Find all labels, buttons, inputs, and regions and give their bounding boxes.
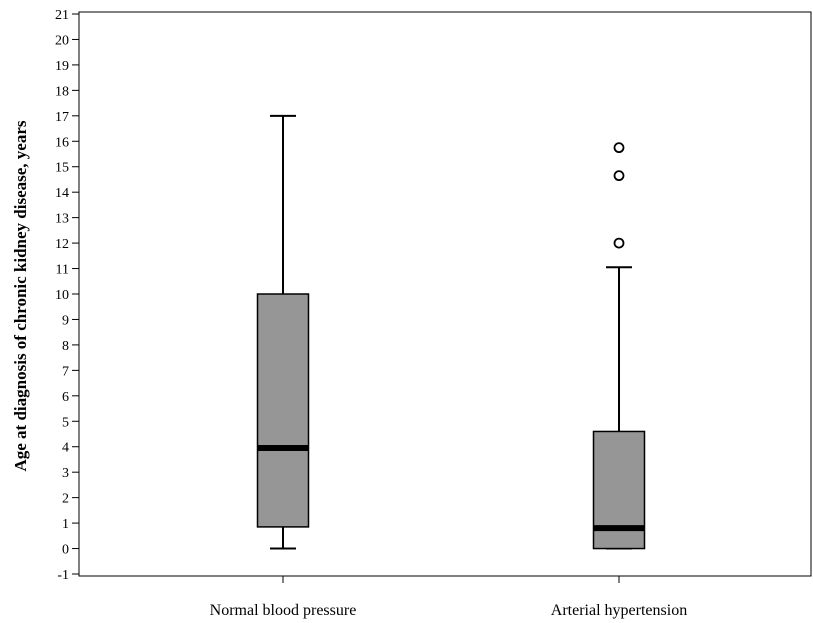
y-tick-label: 14: [55, 186, 69, 201]
y-tick-label: 19: [55, 59, 69, 74]
y-tick-label: 9: [62, 313, 69, 328]
y-tick-label: 13: [55, 212, 69, 227]
y-tick-label: 20: [55, 33, 69, 48]
boxes: [256, 114, 646, 550]
y-axis-title: Age at diagnosis of chronic kidney disea…: [11, 120, 30, 471]
plot-frame: [78, 11, 812, 577]
y-tick-label: 17: [55, 110, 69, 125]
y-tick-label: 1: [62, 517, 69, 532]
y-tick-label: 2: [62, 492, 69, 507]
box-group: [256, 114, 310, 550]
y-tick-label: 0: [62, 543, 69, 558]
y-tick-label: -1: [57, 568, 69, 583]
y-tick-label: 10: [55, 288, 69, 303]
y-tick-label: 11: [56, 263, 69, 278]
x-category-label: Arterial hypertension: [551, 602, 687, 619]
y-tick-label: 7: [62, 364, 69, 379]
y-tick-label: 3: [62, 466, 69, 481]
y-tick-label: 16: [55, 135, 69, 150]
y-tick-label: 15: [55, 161, 69, 176]
y-tick-label: 12: [55, 237, 69, 252]
y-tick-label: 5: [62, 415, 69, 430]
y-tick-label: 4: [62, 441, 69, 456]
iqr-box: [256, 293, 310, 528]
outlier-point: [613, 237, 625, 249]
y-tick-label: 6: [62, 390, 69, 405]
y-tick-label: 8: [62, 339, 69, 354]
x-category-label: Normal blood pressure: [210, 602, 357, 619]
y-tick-label: 18: [55, 84, 69, 99]
box-group: [592, 142, 646, 550]
y-tick-label: 21: [55, 8, 69, 23]
x-axis: Normal blood pressure Arterial hypertensi…: [210, 576, 687, 619]
outlier-point: [613, 142, 625, 154]
outlier-point: [613, 170, 625, 182]
